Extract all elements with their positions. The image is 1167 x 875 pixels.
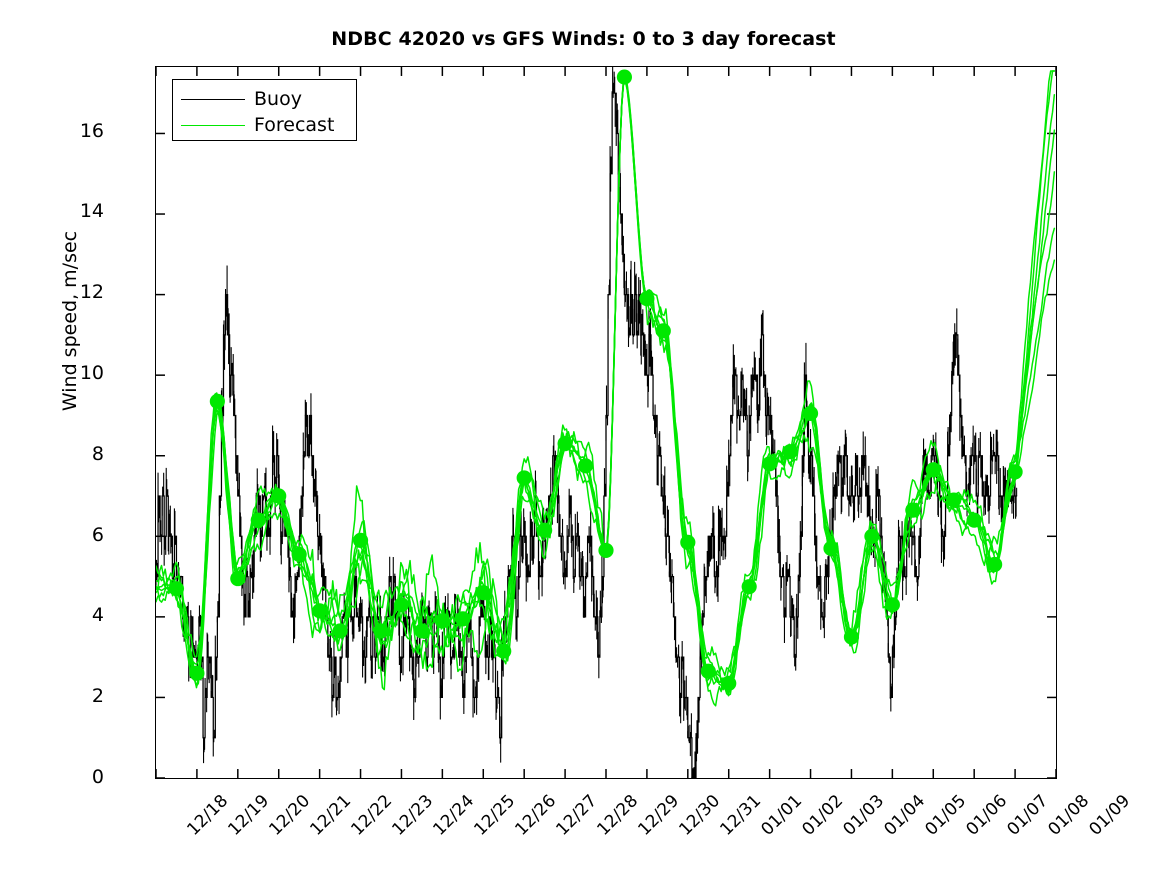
forecast-marker-point (802, 405, 819, 422)
y-tick-label: 6 (91, 523, 104, 546)
forecast-marker-point (189, 665, 205, 681)
y-tick-label: 4 (91, 604, 104, 627)
forecast-marker-point (577, 458, 594, 474)
forecast-marker-point (925, 462, 941, 478)
forecast-marker-point (537, 522, 553, 538)
x-tick-label: 01/04 (880, 791, 930, 840)
x-tick-label: 01/08 (1044, 791, 1094, 840)
forecast-marker-point (639, 291, 655, 307)
forecast-marker-point (1007, 464, 1023, 480)
forecast-marker-point (843, 629, 860, 645)
forecast-marker-point (230, 571, 246, 587)
x-tick-label: 01/09 (1085, 791, 1135, 840)
buoy-series (156, 92, 1018, 778)
y-tick-label: 2 (91, 685, 104, 708)
x-tick-label: 12/25 (470, 791, 520, 840)
forecast-marker-point (721, 675, 737, 691)
legend-item-buoy: Buoy (181, 86, 348, 112)
forecast-marker-point (475, 585, 491, 601)
forecast-markers (168, 69, 1023, 691)
x-tick-label: 12/31 (716, 791, 766, 840)
forecast-marker-point (598, 542, 614, 558)
x-tick-label: 12/30 (675, 791, 725, 840)
forecast-marker-point (946, 492, 962, 508)
x-tick-label: 01/06 (962, 791, 1012, 840)
legend-label-forecast: Forecast (254, 113, 335, 136)
y-tick-label: 10 (79, 362, 104, 385)
forecast-marker-point (373, 623, 389, 639)
forecast-marker-point (782, 444, 798, 460)
forecast-marker-point (455, 611, 471, 627)
x-tick-label: 12/26 (511, 791, 561, 840)
x-tick-label: 01/02 (798, 791, 848, 840)
y-tick-label: 16 (79, 119, 104, 142)
forecast-marker-point (352, 532, 369, 548)
forecast-marker-point (741, 579, 757, 595)
x-tick-label: 12/28 (593, 791, 643, 840)
forecast-marker-point (496, 643, 512, 659)
forecast-marker-point (987, 556, 1003, 573)
forecast-marker-point (271, 488, 287, 504)
x-tick-label: 12/27 (552, 791, 602, 840)
y-tick-label: 12 (79, 281, 104, 304)
x-tick-label: 12/18 (183, 791, 233, 840)
forecast-marker-point (905, 502, 921, 518)
forecast-marker-point (762, 456, 778, 472)
axis-ticks (156, 67, 1056, 778)
x-tick-label: 12/19 (224, 791, 274, 840)
forecast-marker-point (434, 613, 450, 629)
forecast-marker-point (655, 323, 671, 339)
legend-box: Buoy Forecast (172, 79, 357, 141)
forecast-marker-point (516, 470, 532, 486)
y-tick-label: 0 (91, 766, 104, 788)
forecast-marker-point (823, 540, 839, 556)
legend-label-buoy: Buoy (254, 87, 302, 110)
y-tick-label: 8 (91, 442, 104, 465)
forecast-marker-point (680, 534, 696, 550)
legend-item-forecast: Forecast (181, 112, 348, 138)
x-tick-label: 01/05 (921, 791, 971, 840)
forecast-marker-point (616, 69, 632, 85)
x-tick-label: 01/07 (1003, 791, 1053, 840)
buoy-subhourly-detail (156, 67, 1018, 778)
forecast-marker-point (414, 623, 430, 639)
page-title: NDBC 42020 vs GFS Winds: 0 to 3 day fore… (331, 28, 836, 50)
legend-swatch-forecast (181, 124, 245, 126)
forecast-marker-point (393, 597, 410, 613)
x-tick-label: 12/24 (429, 791, 479, 840)
forecast-marker-point (312, 603, 328, 619)
x-tick-label: 12/23 (388, 791, 438, 840)
forecast-marker-point (966, 512, 982, 528)
x-tick-label: 12/29 (634, 791, 684, 840)
forecast-marker-point (168, 581, 185, 597)
x-tick-label: 01/03 (839, 791, 889, 840)
x-tick-label: 01/01 (757, 791, 807, 840)
forecast-marker-point (250, 512, 266, 528)
forecast-marker-point (332, 623, 348, 639)
forecast-marker-point (209, 393, 225, 409)
forecast-marker-point (884, 597, 900, 613)
forecast-marker-point (557, 436, 573, 452)
forecast-marker-point (291, 546, 307, 563)
plot-svg (156, 67, 1056, 778)
plot-area (155, 66, 1057, 779)
forecast-marker-point (864, 528, 880, 544)
y-tick-label: 14 (79, 200, 104, 223)
x-tick-label: 12/20 (265, 791, 315, 840)
x-tick-label: 12/22 (347, 791, 397, 840)
forecast-marker-point (700, 663, 716, 679)
legend-swatch-buoy (181, 98, 245, 100)
x-tick-label: 12/21 (306, 791, 356, 840)
